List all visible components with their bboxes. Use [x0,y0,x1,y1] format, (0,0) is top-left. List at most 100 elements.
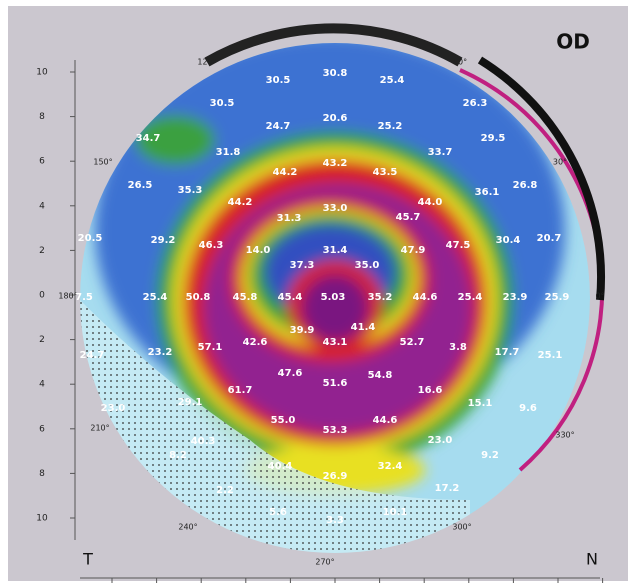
axis-tick-label: 6 [39,424,45,434]
reading: 26.9 [323,471,348,482]
reading: 43.1 [323,337,348,348]
side-label: N [586,550,598,569]
reading: 5.6 [269,507,287,518]
reading: 53.3 [323,425,348,436]
reading: 31.8 [216,147,241,158]
degree-label: 240° [178,523,197,532]
reading: 5.03 [321,292,346,303]
reading: 43.2 [323,158,348,169]
reading: 42.6 [243,337,268,348]
reading: 47.5 [446,240,471,251]
reading: 57.1 [198,342,223,353]
reading: 10.1 [383,507,408,518]
reading: 23.0 [101,403,126,414]
reading: 16.6 [418,385,443,396]
reading: 44.6 [373,415,398,426]
reading: 45.8 [233,292,258,303]
reading: 61.7 [228,385,253,396]
eye-label: OD [556,30,590,54]
reading: 33.7 [428,147,453,158]
topography-screen: OD T N 108642024681090°60°30°0°330°300°2… [0,0,636,586]
reading: 23.2 [148,347,173,358]
reading: 41.4 [351,322,376,333]
reading: 23.9 [503,292,528,303]
reading: 52.7 [400,337,425,348]
reading: 31.3 [277,213,302,224]
reading: 23.0 [428,435,453,446]
reading: 9.6 [519,403,537,414]
reading: 44.0 [418,197,443,208]
degree-label: 330° [555,431,574,440]
reading: 43.5 [373,167,398,178]
reading: 31.4 [323,245,348,256]
reading: 7.5 [75,292,93,303]
axis-tick-label: 0 [39,291,45,301]
reading: 2.2 [216,485,234,496]
axis-tick-label: 10 [36,68,48,78]
axis-tick-label: 4 [39,201,45,211]
axis-tick-label: 8 [39,469,45,479]
reading: 24.7 [80,350,105,361]
reading: 24.7 [266,121,291,132]
reading: 44.6 [413,292,438,303]
degree-label: 150° [93,158,112,167]
reading: 55.0 [271,415,296,426]
reading: 33.0 [323,203,348,214]
reading: 26.8 [513,180,538,191]
degree-label: 60° [453,58,467,67]
axis-tick-label: 6 [39,157,45,167]
degree-label: 30° [553,158,567,167]
reading: 3.8 [449,342,467,353]
reading: 45.4 [278,292,303,303]
degree-label: 300° [452,523,471,532]
reading: 37.3 [290,260,315,271]
reading: 3.3 [326,515,344,526]
reading: 9.2 [481,450,499,461]
reading: 30.4 [496,235,521,246]
reading: 30.5 [210,98,235,109]
degree-label: 90° [321,26,335,35]
reading: 25.4 [458,292,483,303]
reading: 25.1 [538,350,563,361]
side-label: T [82,550,93,569]
reading: 50.8 [186,292,211,303]
reading: 29.5 [481,133,506,144]
reading: 44.2 [273,167,298,178]
reading: 34.7 [136,133,161,144]
reading: 30.5 [266,75,291,86]
reading: 40.3 [191,436,216,447]
reading: 25.4 [380,75,405,86]
reading: 17.2 [435,483,460,494]
degree-label: 120° [197,58,216,67]
axis-tick-label: 2 [39,335,45,345]
reading: 47.6 [278,368,303,379]
reading: 32.4 [378,461,403,472]
reading: 35.0 [355,260,380,271]
degree-label: 270° [315,558,334,567]
reading: 8.2 [169,450,187,461]
reading: 25.2 [378,121,403,132]
reading: 54.8 [368,370,393,381]
reading: 40.4 [268,461,293,472]
reading: 26.3 [463,98,488,109]
reading: 35.2 [368,292,393,303]
reading: 25.4 [143,292,168,303]
reading: 29.1 [178,397,203,408]
degree-label: 210° [90,424,109,433]
reading: 20.7 [537,233,562,244]
reading: 15.1 [468,398,493,409]
axis-tick-label: 4 [39,380,45,390]
reading: 46.3 [199,240,224,251]
degree-label: 0° [595,292,604,301]
reading: 45.7 [396,212,421,223]
reading: 20.5 [78,233,103,244]
reading: 35.3 [178,185,203,196]
reading: 51.6 [323,378,348,389]
reading: 39.9 [290,325,315,336]
reading: 17.7 [495,347,520,358]
reading: 20.6 [323,113,348,124]
reading: 30.8 [323,68,348,79]
axis-tick-label: 2 [39,246,45,256]
reading: 47.9 [401,245,426,256]
reading: 14.0 [246,245,271,256]
